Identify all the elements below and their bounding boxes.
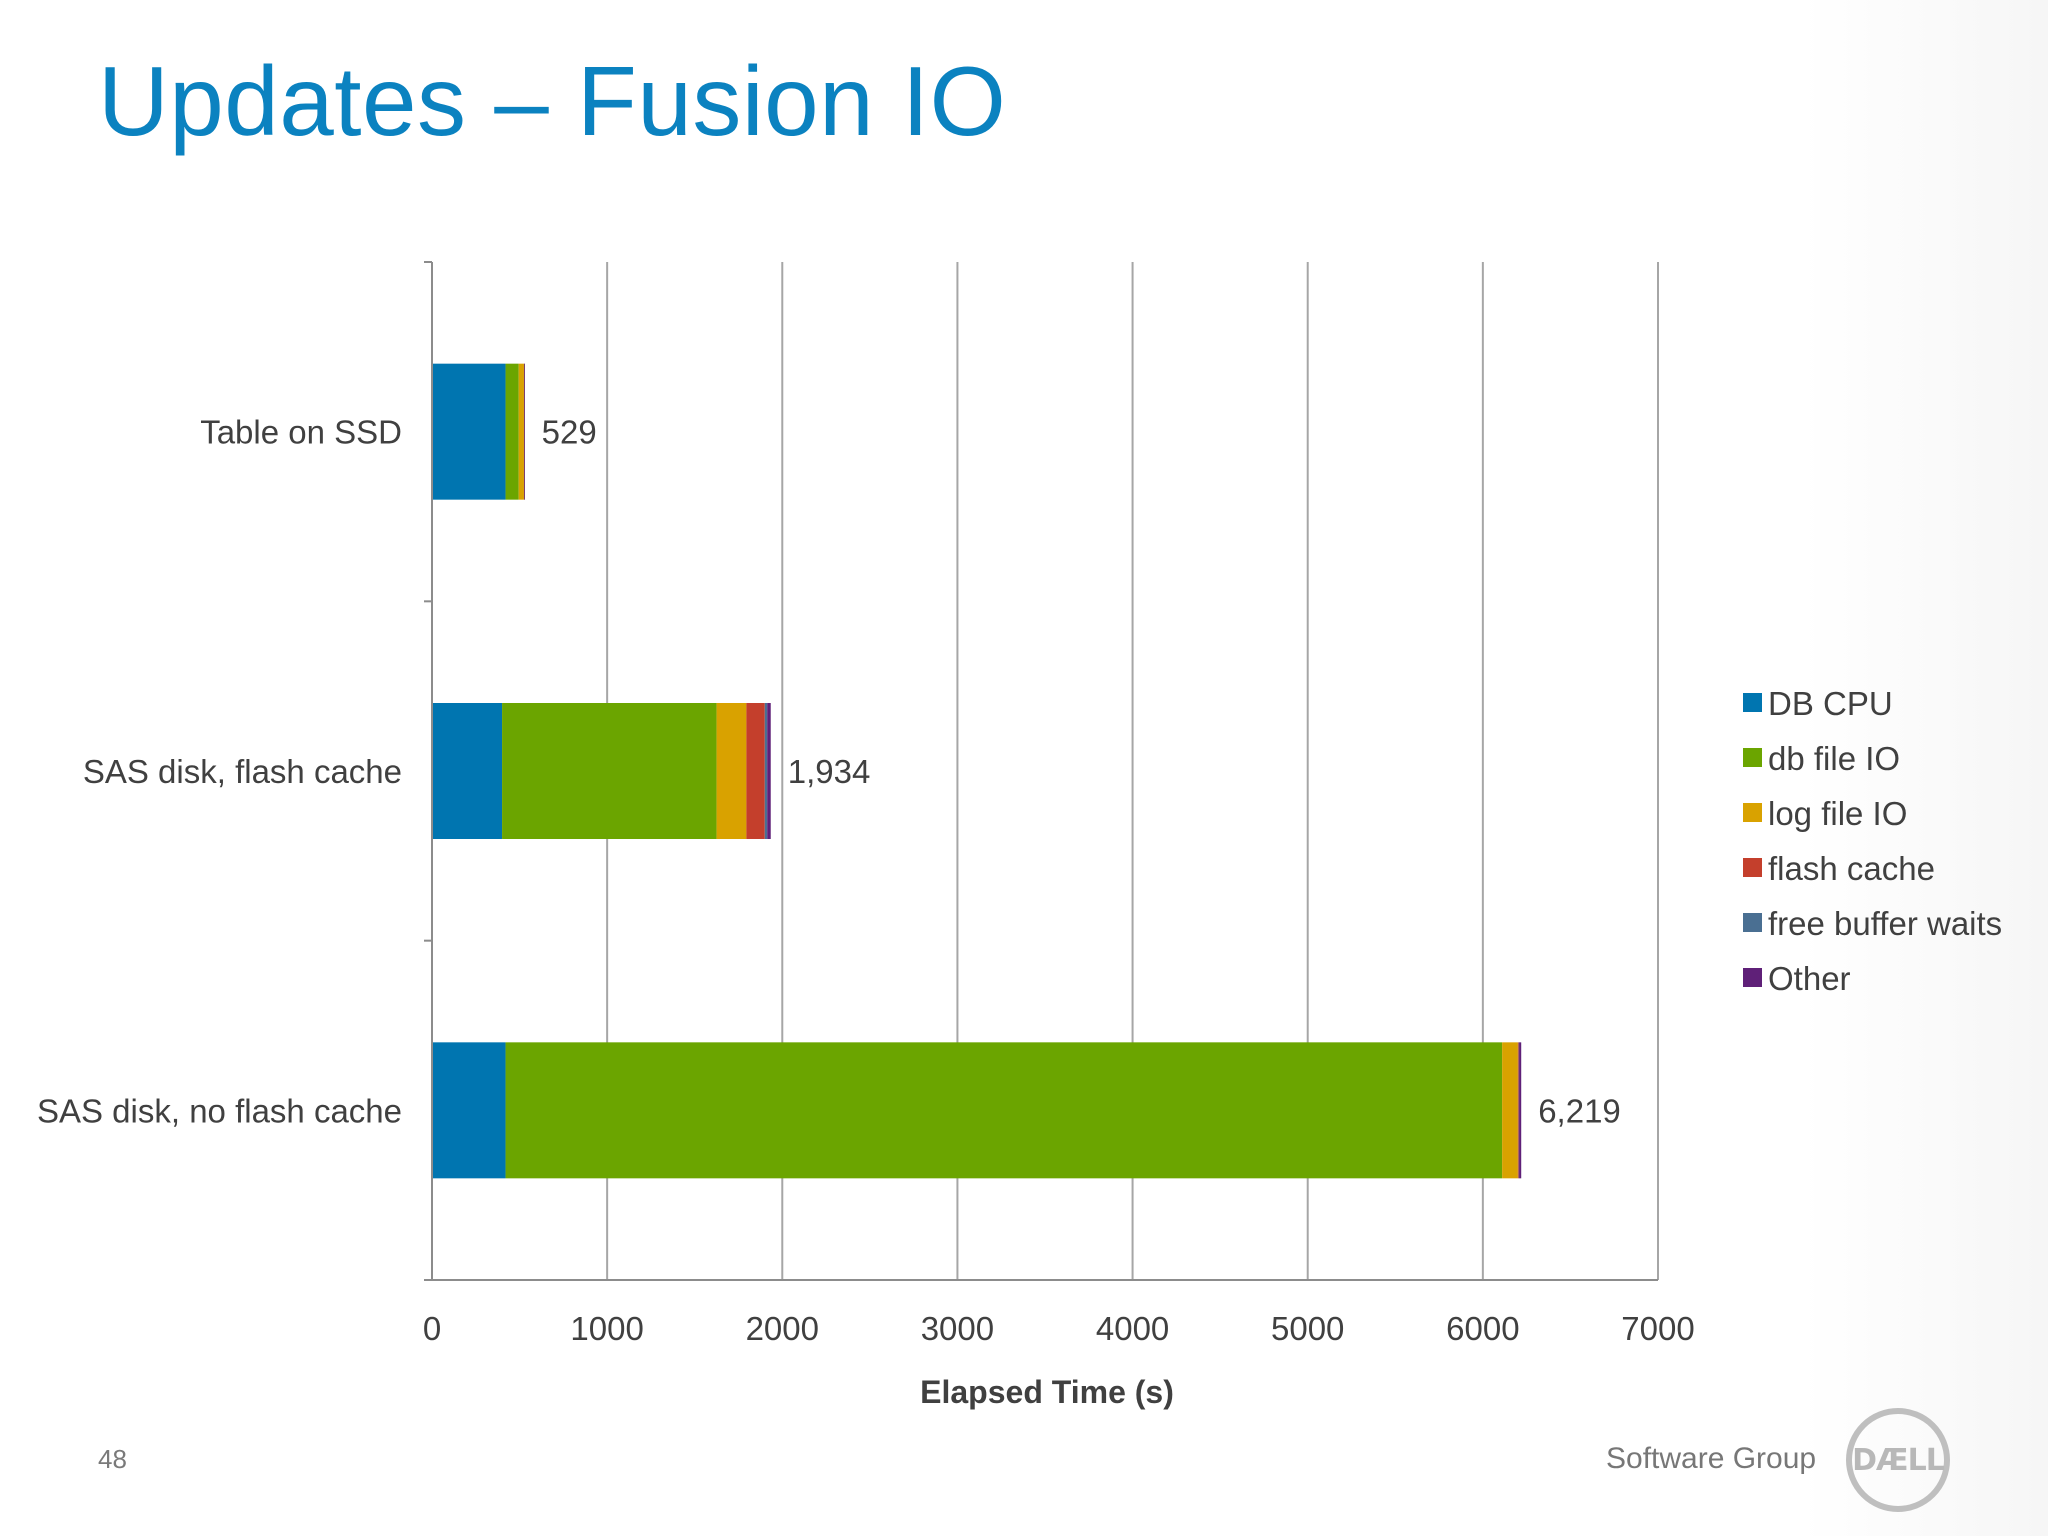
x-tick-label: 4000 [1096,1310,1169,1347]
chart-bars [432,363,1522,1179]
legend-swatch [1743,748,1762,767]
legend-label: flash cache [1768,850,1935,887]
page-number: 48 [98,1444,127,1474]
bar-segment [505,363,519,500]
legend-label: DB CPU [1768,685,1893,722]
dell-logo: DÆLL [1846,1408,1950,1512]
bar-segment [1519,1042,1522,1179]
bar-segment [432,703,503,839]
bar-segment [764,703,768,839]
footer-company-text: Software Group [1606,1442,1817,1475]
bar-segment [1517,1042,1519,1179]
slide-title: Updates – Fusion IO [98,46,1007,156]
category-label: SAS disk, no flash cache [37,1092,402,1129]
chart-legend: DB CPU db file IO log file IO flash cache fr… [1743,685,2002,997]
x-tick-label: 5000 [1271,1310,1344,1347]
bar-segment [432,1042,506,1179]
legend-swatch [1743,693,1762,712]
dell-logo-text: DÆLL [1852,1442,1945,1478]
x-tick-label: 1000 [570,1310,643,1347]
x-tick-label: 0 [423,1310,441,1347]
bar-segment [1502,1042,1518,1179]
chart-axes [424,261,1658,1281]
category-label: Table on SSD [200,414,402,451]
x-tick-label: 2000 [746,1310,819,1347]
x-tick-label: 7000 [1621,1310,1694,1347]
bar-segment [432,363,506,500]
category-label: SAS disk, flash cache [83,753,402,790]
bar-segment [716,703,747,839]
bar-total-label: 6,219 [1538,1092,1621,1129]
x-tick-label: 6000 [1446,1310,1519,1347]
legend-label: free buffer waits [1768,905,2002,942]
bar-segment [523,363,525,500]
bar-total-label: 1,934 [788,753,871,790]
legend-label: log file IO [1768,795,1907,832]
legend-label: db file IO [1768,740,1900,777]
legend-label: Other [1768,960,1851,997]
legend-swatch [1743,858,1762,877]
legend-swatch [1743,913,1762,932]
x-tick-label: 3000 [921,1310,994,1347]
bar-segment [746,703,765,839]
legend-swatch [1743,803,1762,822]
chart-labels: 0 1000 2000 3000 4000 5000 6000 7000 Table on SS… [37,414,1695,1410]
bar-segment [767,703,771,839]
bar-segment [524,363,525,500]
bar-segment [505,1042,1503,1179]
bar-segment [502,703,717,839]
bar-total-label: 529 [542,414,597,451]
legend-swatch [1743,968,1762,987]
bar-segment [1518,1042,1520,1179]
x-axis-title: Elapsed Time (s) [920,1374,1174,1410]
bar-segment [518,363,524,500]
